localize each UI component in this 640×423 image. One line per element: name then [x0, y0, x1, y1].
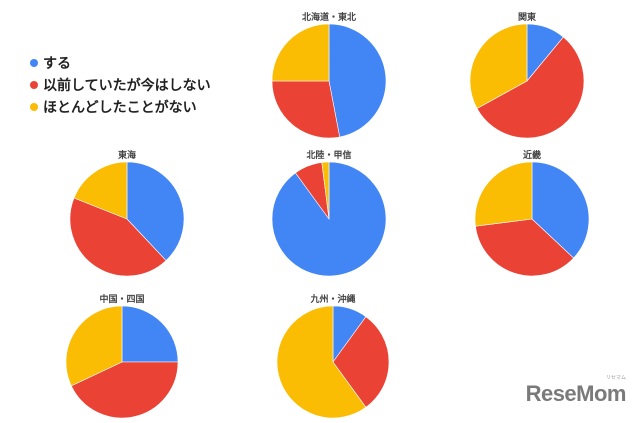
slice-never	[474, 161, 533, 227]
slice-never	[321, 161, 330, 220]
slice-suru	[121, 305, 179, 363]
slice-never	[73, 161, 128, 220]
slice-past	[271, 80, 341, 139]
slice-past	[476, 36, 585, 139]
slice-never	[271, 23, 330, 82]
chart-title: 中国・四国	[99, 295, 145, 305]
pie-chart: 関東	[469, 10, 585, 139]
slice-past	[70, 361, 179, 419]
pie-chart: 北海道・東北	[271, 10, 387, 139]
chart-title: 関東	[517, 13, 536, 23]
legend-label: 以前していたが今はしない	[43, 78, 211, 94]
chart-title: 九州・沖縄	[310, 295, 356, 305]
pie	[65, 305, 179, 419]
legend-item-never: ほとんどしたことがない	[30, 96, 211, 118]
resemom-logo: ReseMom	[525, 381, 627, 406]
watermark-ruby: リセマム	[605, 375, 626, 381]
legend-dot-blue	[30, 59, 38, 67]
pie	[271, 23, 387, 139]
legend-item-suru: する	[30, 52, 211, 74]
slice-past	[69, 197, 167, 277]
chart-title: 北海道・東北	[301, 13, 356, 23]
slice-suru	[328, 23, 387, 138]
pie-chart: 北陸・甲信	[271, 148, 387, 277]
slice-never	[469, 23, 528, 109]
slice-past	[332, 316, 390, 408]
legend-label: ほとんどしたことがない	[43, 100, 197, 116]
legend-dot-red	[30, 81, 38, 89]
pie-chart: 九州・沖縄	[276, 292, 390, 419]
slice-suru	[126, 161, 185, 261]
legend: する 以前していたが今はしない ほとんどしたことがない	[30, 52, 211, 118]
pie	[469, 23, 585, 139]
chart-title: 東海	[117, 151, 136, 161]
legend-item-past: 以前していたが今はしない	[30, 74, 211, 96]
slice-suru	[531, 161, 590, 259]
legend-dot-yellow	[30, 103, 38, 111]
chart-title: 近畿	[522, 151, 541, 161]
pie	[474, 161, 590, 277]
chart-title: 北陸・甲信	[306, 151, 352, 161]
slice-past	[475, 218, 574, 277]
pie	[271, 161, 387, 277]
legend-label: する	[43, 56, 71, 72]
pie	[69, 161, 185, 277]
slice-never	[65, 305, 123, 387]
pie-chart: 中国・四国	[65, 292, 179, 419]
pie-chart: 近畿	[474, 148, 590, 277]
pie-chart: 東海	[69, 148, 185, 277]
pie	[276, 305, 390, 419]
slice-never	[276, 305, 367, 419]
